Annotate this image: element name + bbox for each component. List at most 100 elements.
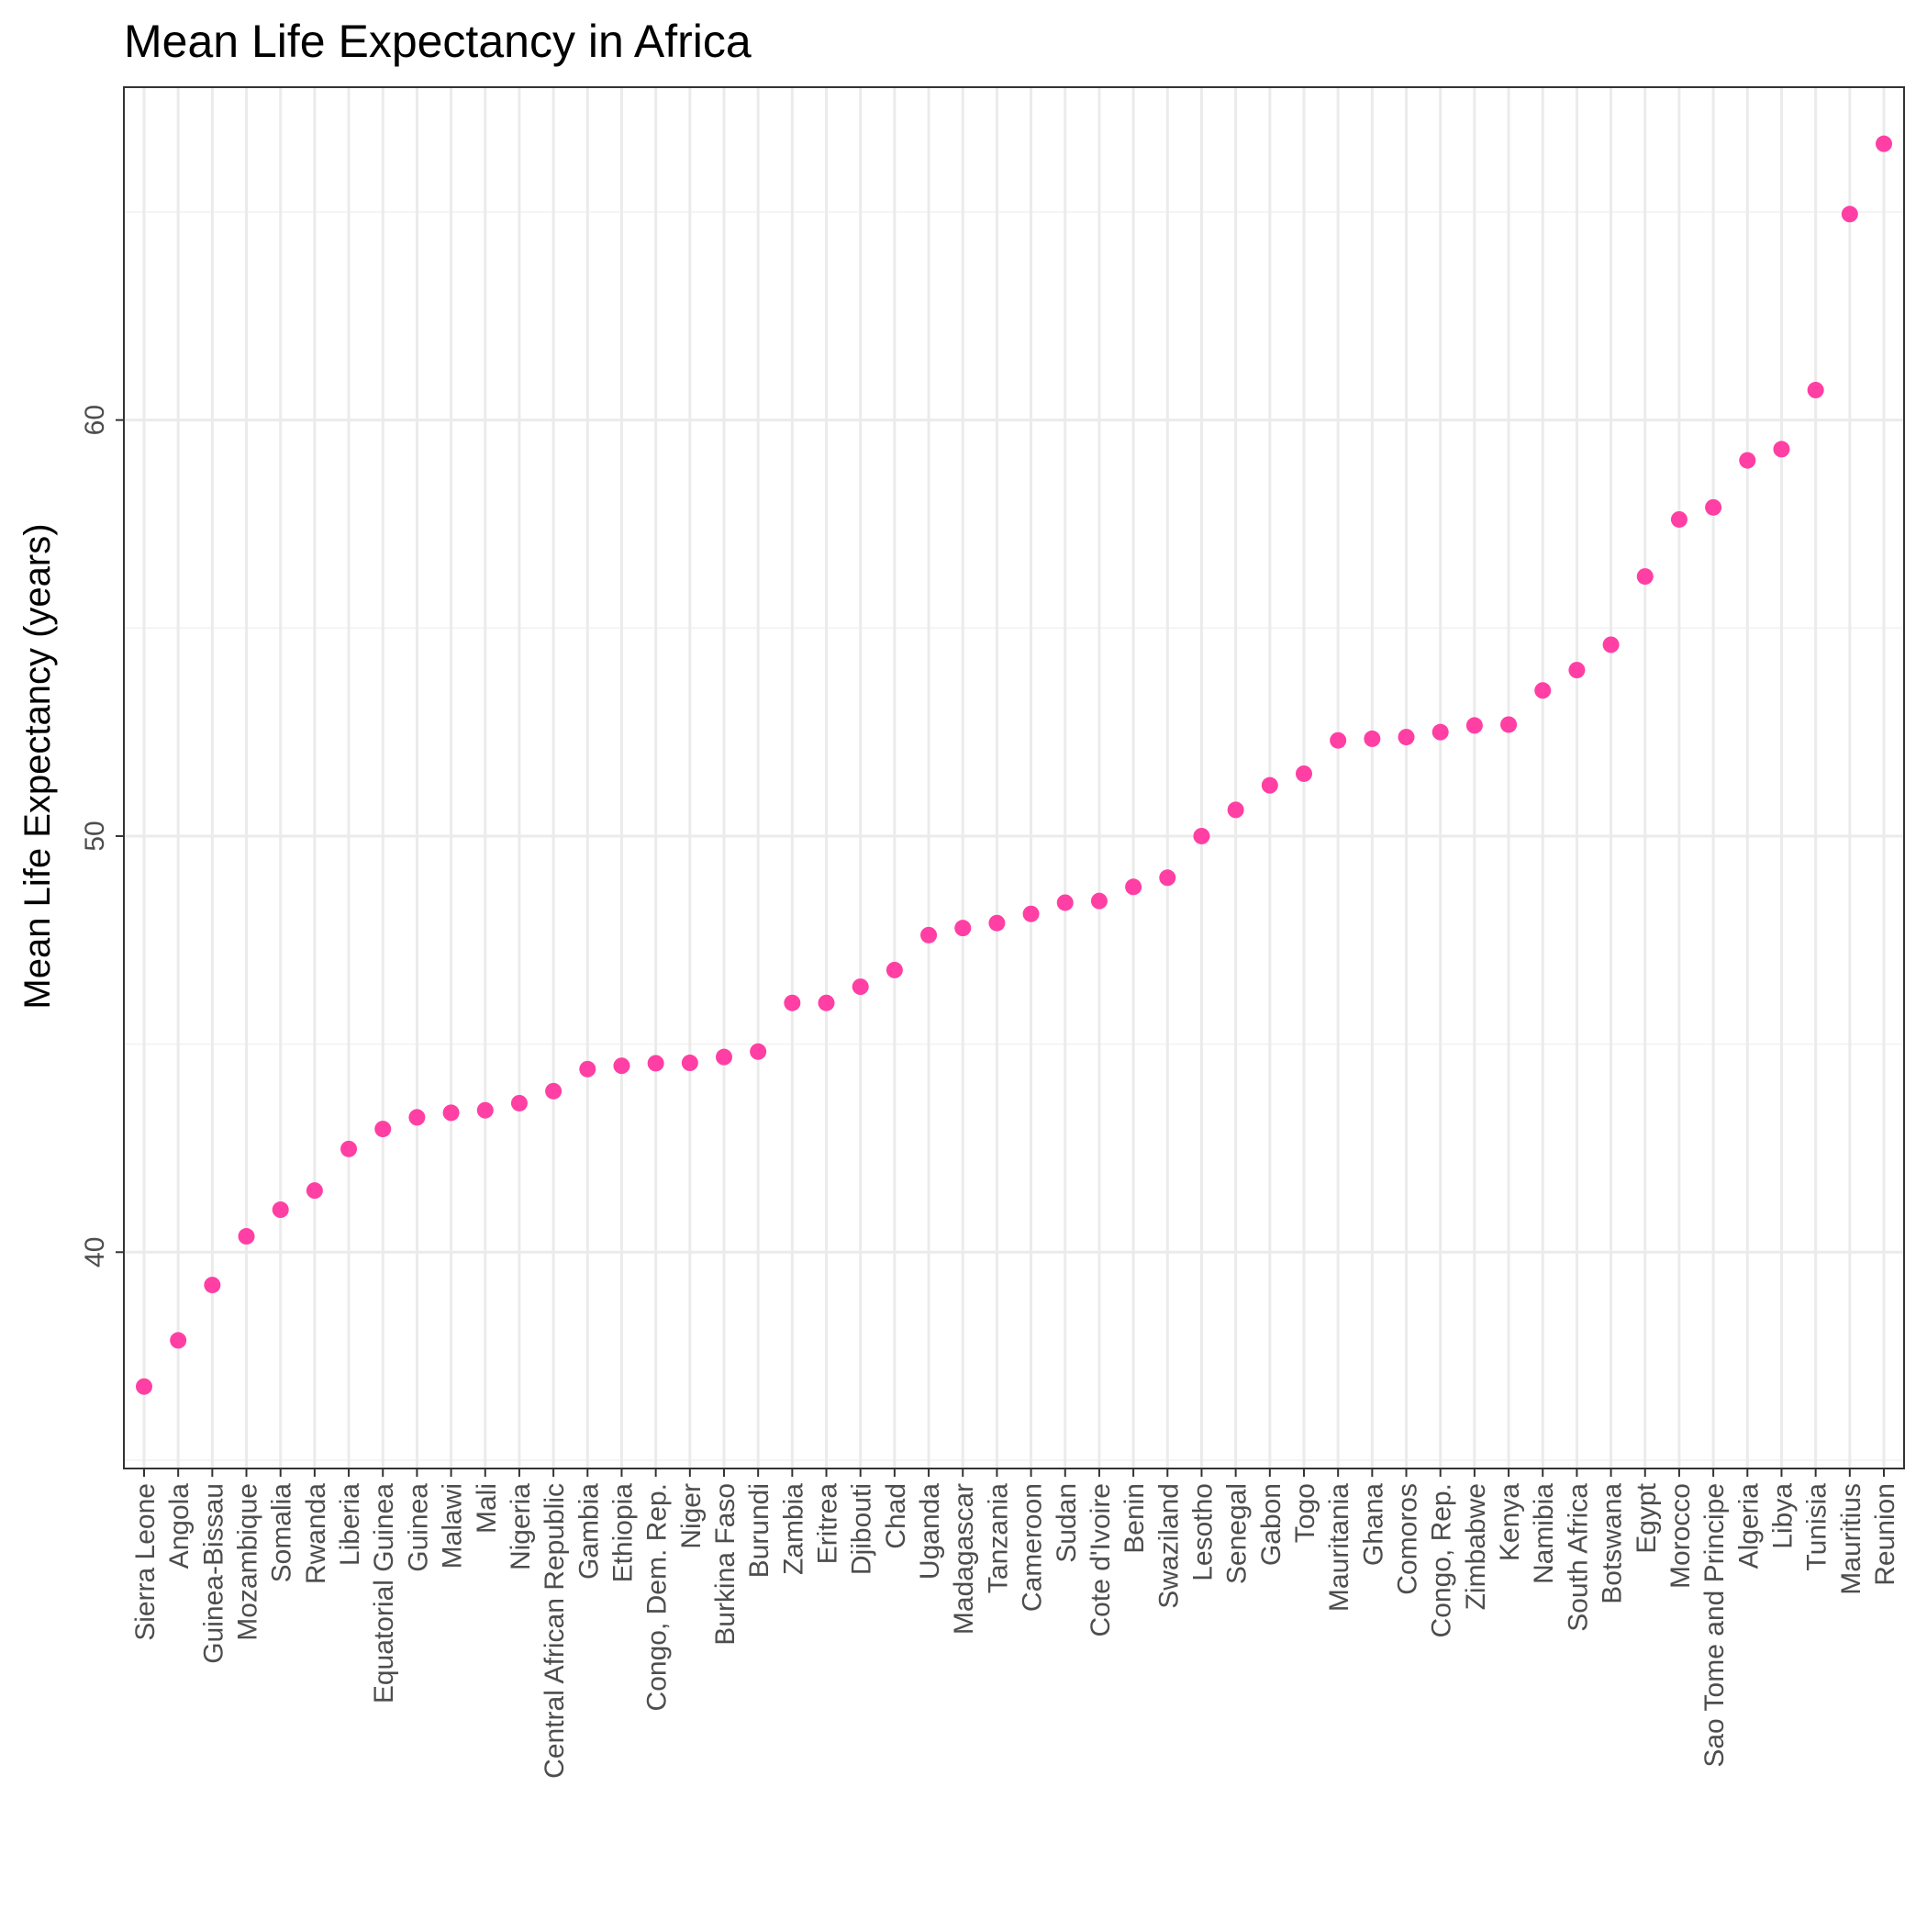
chart-title: Mean Life Expectancy in Africa	[124, 16, 752, 67]
data-point	[1876, 135, 1892, 152]
x-tick-label: Mauritius	[1836, 1483, 1866, 1595]
data-point	[1056, 894, 1074, 911]
x-tick-label: Botswana	[1598, 1483, 1628, 1604]
x-tick-label: Ethiopia	[607, 1483, 638, 1583]
x-tick-label: Lesotho	[1187, 1483, 1218, 1581]
x-tick-label: Malawi	[438, 1483, 468, 1569]
x-tick-label: Sierra Leone	[130, 1483, 161, 1641]
data-point	[1465, 717, 1483, 734]
x-tick-label: Sao Tome and Principe	[1699, 1483, 1730, 1768]
x-tick-label: Cameroon	[1018, 1483, 1048, 1612]
data-point	[1193, 827, 1210, 844]
x-tick-label: Tunisia	[1802, 1483, 1832, 1571]
x-tick-label: Mauritania	[1324, 1483, 1354, 1612]
x-tick-label: Burkina Faso	[710, 1483, 741, 1646]
data-point	[1773, 441, 1790, 458]
panel-border	[123, 86, 1905, 1469]
data-point	[136, 1378, 152, 1395]
data-point	[1090, 892, 1108, 910]
x-tick-label: Zambia	[778, 1483, 808, 1575]
x-tick-label: Niger	[676, 1483, 707, 1549]
data-point	[1125, 878, 1142, 896]
data-point	[784, 994, 801, 1011]
data-point	[750, 1043, 767, 1060]
data-point	[852, 978, 869, 996]
data-point	[920, 926, 938, 944]
x-tick-label: Mali	[472, 1483, 502, 1534]
data-point	[1807, 382, 1824, 399]
data-point	[170, 1332, 187, 1349]
data-point	[988, 914, 1006, 932]
x-tick-label: Liberia	[335, 1483, 365, 1566]
data-point	[1636, 568, 1654, 586]
y-tick-label: 60	[80, 405, 110, 435]
y-tick-label: 40	[80, 1237, 110, 1268]
data-point	[408, 1109, 426, 1126]
data-point	[306, 1182, 323, 1200]
data-point	[1602, 636, 1620, 653]
x-tick-label: Eritrea	[813, 1483, 843, 1565]
x-tick-label: Chad	[881, 1483, 911, 1549]
x-tick-label: Tanzania	[983, 1483, 1013, 1593]
x-tick-label: Comoros	[1393, 1483, 1423, 1595]
data-point	[442, 1104, 460, 1122]
x-tick-label: Uganda	[915, 1483, 945, 1580]
x-tick-label: Equatorial Guinea	[369, 1483, 399, 1703]
data-point	[886, 961, 903, 978]
data-point	[476, 1101, 494, 1119]
data-point	[613, 1057, 630, 1075]
data-point	[1739, 452, 1756, 469]
x-tick-label: Nigeria	[506, 1483, 536, 1570]
data-point	[510, 1094, 528, 1111]
x-tick-label: Benin	[1119, 1483, 1150, 1554]
data-point	[716, 1048, 732, 1066]
x-tick-label: South Africa	[1563, 1483, 1593, 1632]
x-tick-label: Ghana	[1358, 1483, 1388, 1566]
data-point	[1568, 662, 1586, 679]
x-tick-label: Central African Republic	[540, 1483, 570, 1779]
x-tick-label: Congo, Dem. Rep.	[642, 1483, 673, 1711]
data-point	[1227, 801, 1244, 819]
x-tick-label: Cote d'Ivoire	[1086, 1483, 1116, 1636]
x-tick-label: Senegal	[1222, 1483, 1253, 1584]
data-point	[1330, 731, 1347, 749]
x-tick-label: Guinea-Bissau	[198, 1483, 228, 1664]
data-point	[1500, 716, 1518, 733]
x-tick-label: Congo, Rep.	[1427, 1483, 1457, 1637]
data-point	[818, 994, 835, 1011]
x-tick-label: Sudan	[1052, 1483, 1082, 1563]
data-point	[1261, 776, 1278, 794]
x-tick-label: Kenya	[1495, 1483, 1525, 1561]
x-tick-label: Angola	[164, 1483, 195, 1569]
data-point	[1159, 869, 1176, 887]
data-point	[1670, 510, 1688, 528]
x-tick-label: Gabon	[1256, 1483, 1287, 1566]
data-point	[681, 1055, 698, 1072]
data-point	[374, 1121, 392, 1138]
x-tick-label: Somalia	[267, 1483, 297, 1583]
x-tick-label: Burundi	[744, 1483, 774, 1578]
data-point	[1431, 723, 1449, 741]
x-tick-label: Swaziland	[1153, 1483, 1184, 1609]
x-tick-label: Morocco	[1665, 1483, 1696, 1589]
x-tick-label: Gambia	[574, 1483, 604, 1580]
x-tick-label: Zimbabwe	[1461, 1483, 1491, 1610]
data-point	[1398, 729, 1415, 746]
axis-layer: 40 50 60 Sierra Leone Angola Guinea-Bissau Moz…	[80, 405, 1900, 1779]
data-point	[204, 1277, 221, 1294]
data-point	[1364, 730, 1381, 747]
data-point	[272, 1201, 289, 1219]
x-tick-label: Djibouti	[847, 1483, 877, 1575]
data-point	[579, 1060, 596, 1078]
data-point	[1705, 498, 1722, 516]
data-point	[545, 1082, 563, 1100]
x-tick-label: Algeria	[1733, 1483, 1764, 1569]
data-point	[1534, 682, 1552, 699]
x-tick-label: Mozambique	[233, 1483, 263, 1641]
x-tick-label: Rwanda	[301, 1483, 331, 1584]
x-tick-label: Madagascar	[949, 1483, 979, 1635]
y-tick-label: 50	[80, 821, 110, 851]
data-point	[340, 1140, 358, 1157]
